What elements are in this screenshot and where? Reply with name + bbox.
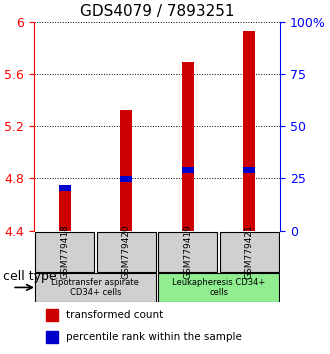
Title: GDS4079 / 7893251: GDS4079 / 7893251 (80, 4, 234, 19)
Bar (182, 167, 194, 173)
FancyBboxPatch shape (35, 232, 94, 272)
Bar (46, 331, 58, 343)
Bar (120, 110, 132, 230)
FancyBboxPatch shape (158, 273, 279, 302)
Bar (120, 176, 132, 182)
Bar (59, 185, 71, 192)
Text: Lipotransfer aspirate
CD34+ cells: Lipotransfer aspirate CD34+ cells (51, 278, 139, 297)
FancyBboxPatch shape (220, 232, 279, 272)
FancyBboxPatch shape (35, 273, 156, 302)
Text: cell type: cell type (3, 270, 57, 282)
Bar (182, 62, 194, 230)
Text: GSM779420: GSM779420 (122, 225, 131, 279)
Text: GSM779419: GSM779419 (183, 224, 192, 279)
Bar (46, 309, 58, 321)
Text: GSM779421: GSM779421 (245, 225, 254, 279)
Text: transformed count: transformed count (66, 310, 163, 320)
Bar (59, 188, 71, 230)
FancyBboxPatch shape (97, 232, 156, 272)
Text: GSM779418: GSM779418 (60, 224, 69, 279)
Text: percentile rank within the sample: percentile rank within the sample (66, 332, 242, 342)
Text: Leukapheresis CD34+
cells: Leukapheresis CD34+ cells (172, 278, 265, 297)
FancyBboxPatch shape (158, 232, 217, 272)
Bar (244, 31, 255, 230)
Bar (244, 167, 255, 173)
